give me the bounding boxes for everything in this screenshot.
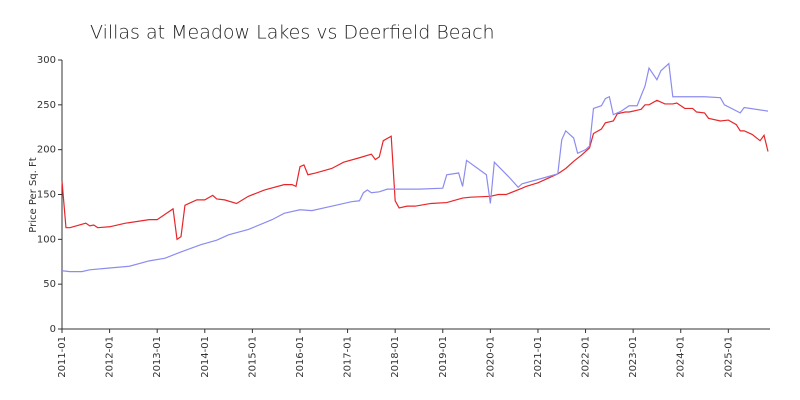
x-tick-label: 2016-01 — [295, 336, 306, 378]
y-tick-label: 50 — [43, 279, 56, 290]
x-tick-label: 2011-01 — [57, 336, 68, 378]
x-tick-label: 2012-01 — [105, 336, 116, 378]
y-tick-label: 0 — [50, 324, 56, 335]
x-tick-label: 2022-01 — [581, 336, 592, 378]
y-axis-label: Price Per Sq. Ft — [28, 157, 39, 232]
y-tick-label: 250 — [37, 100, 56, 111]
x-tick-label: 2018-01 — [390, 336, 401, 378]
y-tick-label: 100 — [37, 234, 56, 245]
x-tick-label: 2024-01 — [676, 336, 687, 378]
y-tick-label: 150 — [37, 190, 56, 201]
x-tick-label: 2014-01 — [200, 336, 211, 378]
x-tick-label: 2020-01 — [485, 336, 496, 378]
x-tick-label: 2019-01 — [438, 336, 449, 378]
x-tick-label: 2013-01 — [152, 336, 163, 378]
x-tick-label: 2015-01 — [247, 336, 258, 378]
chart-title: Villas at Meadow Lakes vs Deerfield Beac… — [90, 22, 495, 44]
y-tick-label: 300 — [37, 55, 56, 66]
series-line — [61, 62, 769, 273]
x-tick-label: 2025-01 — [723, 336, 734, 378]
y-tick-label: 200 — [37, 145, 56, 156]
series-line — [61, 99, 769, 241]
x-tick-label: 2023-01 — [628, 336, 639, 378]
x-tick-label: 2017-01 — [343, 336, 354, 378]
x-tick-label: 2021-01 — [533, 336, 544, 378]
